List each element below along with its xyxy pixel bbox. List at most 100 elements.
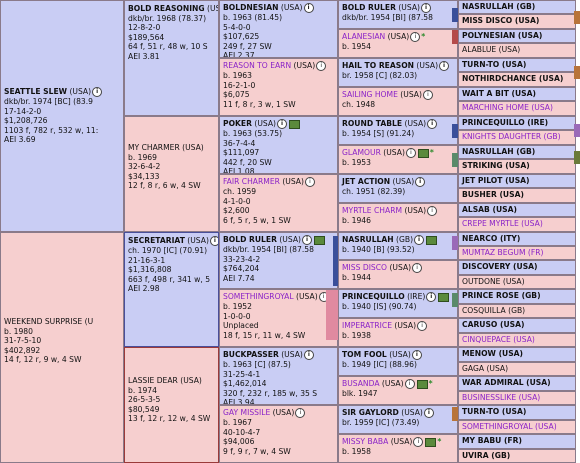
horse-name-text[interactable]: SEATTLE SLEW xyxy=(4,87,68,96)
video-icon[interactable] xyxy=(416,379,428,389)
gen5-cell-4[interactable]: TURN-TO (USA) xyxy=(458,58,576,72)
horse-name-text[interactable]: PRINCEQUILLO xyxy=(342,292,405,301)
gen5-cell-27[interactable]: BUSINESSLIKE (USA) xyxy=(458,391,576,405)
video-icon[interactable] xyxy=(425,437,437,447)
horse-name-text[interactable]: MYRTLE CHARM xyxy=(342,206,403,215)
horse-name[interactable]: BUCKPASSER (USA) i xyxy=(223,350,334,360)
info-icon[interactable]: i xyxy=(426,292,437,302)
info-icon[interactable]: i xyxy=(412,263,423,273)
gen5-cell-8[interactable]: PRINCEQUILLO (IRE) xyxy=(458,116,576,130)
gen5-cell-11[interactable]: STRIKING (USA) xyxy=(458,159,576,174)
horse-name[interactable]: MY CHARMER (USA) xyxy=(128,143,215,153)
info-icon[interactable]: i xyxy=(422,90,433,100)
horse-name[interactable]: ROUND TABLE (USA) i xyxy=(342,119,454,129)
info-icon[interactable]: i xyxy=(410,32,421,42)
info-icon[interactable]: i xyxy=(303,3,314,13)
gen5-cell-15[interactable]: CREPE MYRTLE (USA) xyxy=(458,217,576,232)
info-icon[interactable]: i xyxy=(303,350,314,360)
horse-name-text[interactable]: BOLDNESIAN xyxy=(223,3,279,12)
info-icon[interactable]: i xyxy=(413,437,424,447)
info-icon[interactable]: i xyxy=(423,408,434,418)
info-icon[interactable]: i xyxy=(295,408,306,418)
info-icon[interactable]: i xyxy=(405,148,416,158)
gen5-cell-30[interactable]: MY BABU (FR) xyxy=(458,434,576,449)
gen5-cell-22[interactable]: CARUSO (USA) xyxy=(458,318,576,333)
horse-name-text[interactable]: SIR GAYLORD xyxy=(342,408,399,417)
horse-name[interactable]: FAIR CHARMER (USA) i xyxy=(223,177,334,187)
gen5-cell-17[interactable]: MUMTAZ BEGUM (FR) xyxy=(458,246,576,260)
horse-name-text[interactable]: ALANESIAN xyxy=(342,32,386,41)
gen5-cell-21[interactable]: COSQUILLA (GB) xyxy=(458,304,576,318)
video-icon[interactable] xyxy=(426,235,438,245)
info-icon[interactable]: i xyxy=(414,235,425,245)
gen5-cell-26[interactable]: WAR ADMIRAL (USA) xyxy=(458,376,576,391)
horse-name-text[interactable]: REASON TO EARN xyxy=(223,61,292,70)
horse-name[interactable]: GAY MISSILE (USA) i xyxy=(223,408,334,418)
horse-name[interactable]: PRINCEQUILLO (IRE) i xyxy=(342,292,454,302)
horse-name[interactable]: SECRETARIAT (USA) i xyxy=(128,236,218,246)
horse-name-text[interactable]: IMPERATRICE xyxy=(342,321,392,330)
gen5-cell-10[interactable]: NASRULLAH (GB) xyxy=(458,145,576,159)
horse-name-text[interactable]: MY CHARMER xyxy=(128,143,180,152)
horse-name[interactable]: SAILING HOME (USA) i xyxy=(342,90,454,100)
gen5-cell-20[interactable]: PRINCE ROSE (GB) xyxy=(458,289,576,304)
info-icon[interactable]: i xyxy=(304,177,315,187)
gen5-cell-16[interactable]: NEARCO (ITY) xyxy=(458,232,576,246)
horse-name[interactable]: POKER (USA) i xyxy=(223,119,334,129)
video-icon[interactable] xyxy=(417,148,429,158)
gen5-cell-25[interactable]: GAGA (USA) xyxy=(458,362,576,376)
horse-name[interactable]: MISS DISCO (USA) i xyxy=(342,263,454,273)
horse-name[interactable]: JET ACTION (USA) i xyxy=(342,177,454,187)
horse-name[interactable]: HAIL TO REASON (USA) i xyxy=(342,61,454,71)
horse-name-text[interactable]: FAIR CHARMER xyxy=(223,177,280,186)
horse-name[interactable]: IMPERATRICE (USA) i xyxy=(342,321,454,331)
info-icon[interactable]: i xyxy=(420,3,431,13)
gen5-cell-6[interactable]: WAIT A BIT (USA) xyxy=(458,87,576,101)
horse-name[interactable]: TOM FOOL (USA) i xyxy=(342,350,454,360)
horse-name[interactable]: GLAMOUR (USA) i * xyxy=(342,148,454,158)
horse-name[interactable]: LASSIE DEAR (USA) xyxy=(128,376,215,386)
horse-name[interactable]: REASON TO EARN (USA) i xyxy=(223,61,334,71)
horse-name[interactable]: BOLD RULER (USA) i xyxy=(342,3,454,13)
info-icon[interactable]: i xyxy=(411,350,422,360)
horse-name-text[interactable]: WEEKEND SURPRISE xyxy=(4,317,83,326)
horse-name-text[interactable]: HAIL TO REASON xyxy=(342,61,415,70)
horse-name[interactable]: SIR GAYLORD (USA) i xyxy=(342,408,454,418)
gen5-cell-1[interactable]: MISS DISCO (USA) xyxy=(458,14,576,29)
video-icon[interactable] xyxy=(289,119,301,129)
gen5-cell-19[interactable]: OUTDONE (USA) xyxy=(458,275,576,289)
horse-name-text[interactable]: SAILING HOME xyxy=(342,90,398,99)
info-icon[interactable]: i xyxy=(415,177,426,187)
gen5-cell-0[interactable]: NASRULLAH (GB) xyxy=(458,0,576,14)
horse-name-text[interactable]: SECRETARIAT xyxy=(128,236,185,245)
info-icon[interactable]: i xyxy=(427,206,438,216)
gen5-cell-13[interactable]: BUSHER (USA) xyxy=(458,188,576,203)
gen5-cell-29[interactable]: SOMETHINGROYAL (USA) xyxy=(458,420,576,434)
info-icon[interactable]: i xyxy=(301,235,312,245)
horse-name-text[interactable]: ROUND TABLE xyxy=(342,119,403,128)
horse-name[interactable]: MYRTLE CHARM (USA) i xyxy=(342,206,454,216)
info-icon[interactable]: i xyxy=(209,236,218,246)
horse-name-text[interactable]: SOMETHINGROYAL xyxy=(223,292,294,301)
horse-name-text[interactable]: GLAMOUR xyxy=(342,148,381,157)
video-icon[interactable] xyxy=(438,292,450,302)
horse-name[interactable]: BOLD REASONING (USA) xyxy=(128,4,218,14)
horse-name[interactable]: WEEKEND SURPRISE (U xyxy=(4,317,120,327)
info-icon[interactable]: i xyxy=(439,61,450,71)
gen5-cell-5[interactable]: NOTHIRDCHANCE (USA) xyxy=(458,72,576,87)
gen5-cell-2[interactable]: POLYNESIAN (USA) xyxy=(458,29,576,43)
gen5-cell-12[interactable]: JET PILOT (USA) xyxy=(458,174,576,188)
gen5-cell-18[interactable]: DISCOVERY (USA) xyxy=(458,260,576,275)
info-icon[interactable]: i xyxy=(316,61,327,71)
horse-name[interactable]: BUSANDA (USA) i * xyxy=(342,379,454,389)
horse-name-text[interactable]: NASRULLAH xyxy=(342,235,394,244)
horse-name-text[interactable]: BOLD RULER xyxy=(342,3,396,12)
horse-name[interactable]: MISSY BABA (USA) i * xyxy=(342,437,454,447)
info-icon[interactable]: i xyxy=(277,119,288,129)
horse-name-text[interactable]: BUCKPASSER xyxy=(223,350,279,359)
horse-name[interactable]: BOLDNESIAN (USA) i xyxy=(223,3,334,13)
horse-name-text[interactable]: LASSIE DEAR xyxy=(128,376,178,385)
horse-name-text[interactable]: BUSANDA xyxy=(342,379,380,388)
horse-name[interactable]: ALANESIAN (USA) i * xyxy=(342,32,454,42)
info-icon[interactable]: i xyxy=(404,379,415,389)
